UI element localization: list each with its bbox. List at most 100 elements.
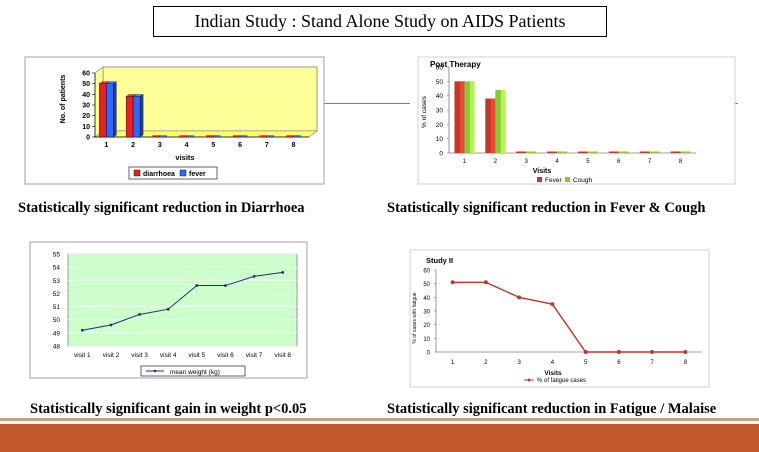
mean-weight-line-chart: 48 49 50 51 52 53 54 55 visit 1 visit 2 visit 3 vi…	[29, 241, 308, 379]
chart4-xtick-label: 5	[584, 360, 588, 366]
chart2-xtick-label: 6	[617, 159, 621, 165]
chart4-ylabel: % of cases with fatigue	[412, 292, 418, 343]
chart1-ytick-label: 30	[82, 103, 90, 110]
chart3-ytick-label: 51	[53, 304, 61, 311]
chart1-legend-swatch-fever	[179, 169, 187, 177]
chart1-legend-swatch-diarrhoea	[133, 169, 141, 177]
chart4-xtick-label: 8	[684, 360, 688, 366]
chart3-xtick-label: visit 5	[189, 352, 206, 359]
chart3-point-1	[80, 328, 84, 332]
chart3-point-2	[109, 323, 113, 327]
chart2-bar-cough-7	[649, 151, 660, 153]
fatigue-line-chart: Study II 0 10 20 30 40 50 60 1 2 3 4 5 6 7 8 % of cas…	[409, 249, 710, 388]
chart3-legend-box	[140, 365, 246, 377]
chart1-bar-diarrhoea-5	[206, 135, 214, 138]
chart4-ytick-label: 0	[427, 351, 431, 357]
chart2-bar-fever-2	[485, 98, 496, 153]
chart2-bar-fever-4	[547, 151, 558, 153]
chart1-ytick-label: 20	[82, 113, 90, 120]
chart1-bar-fever-4	[186, 135, 194, 138]
chart4-ytick-label: 50	[423, 282, 430, 288]
chart4-ytick-label: 20	[423, 323, 430, 329]
chart2-xtick-label: 2	[494, 159, 498, 165]
chart1-bar-diarrhoea-7	[259, 135, 267, 138]
chart4-xlabel: Visits	[544, 370, 562, 377]
chart2-xtick-label: 5	[586, 159, 590, 165]
chart4-ytick-label: 10	[423, 337, 430, 343]
chart1-ytick-label: 10	[82, 124, 90, 131]
chart4-xtick-label: 7	[650, 360, 654, 366]
chart1-bar-diarrhoea-3	[152, 135, 160, 138]
chart2-bar-cough-4	[557, 151, 568, 153]
chart3-xtick-label: visit 3	[131, 352, 148, 359]
chart2-bar-cough-3	[526, 151, 537, 153]
chart1-xtick-label: 4	[185, 142, 189, 149]
slide-title: Indian Study : Stand Alone Study on AIDS…	[153, 6, 607, 37]
chart2-bar-highlight-cough-2	[500, 89, 506, 153]
chart3-ytick-label: 52	[53, 291, 61, 298]
chart4-xtick-label: 3	[517, 360, 521, 366]
caption-weight: Statistically significant gain in weight…	[30, 401, 307, 417]
chart3-point-8	[281, 271, 285, 274]
chart1-ylabel: No. of patients	[60, 75, 67, 124]
chart2-bar-cough-1	[464, 81, 475, 153]
chart1-ytick-label: 60	[82, 71, 90, 78]
chart4-xtick-label: 1	[451, 360, 455, 366]
chart3-legend-label: mean weight (kg)	[170, 369, 220, 376]
chart2-legend-swatch-cough	[565, 177, 570, 182]
chart1-ytick-label: 0	[86, 135, 90, 142]
chart1-bar-diarrhoea-2	[125, 96, 134, 138]
chart2-bar-fever-1	[454, 81, 465, 153]
chart4-series-line	[452, 281, 686, 353]
chart1-legend-diarrhoea: diarrhoea	[143, 171, 175, 178]
chart4-legend-label: % of fatigue cases	[537, 378, 586, 384]
chart1-ytick-label: 40	[82, 92, 90, 99]
chart2-ylabel: % of cases	[421, 95, 428, 128]
chart1-bar-fever-3	[159, 135, 167, 138]
chart1-xtick-label: 3	[158, 142, 162, 149]
caption-fatigue: Statistically significant reduction in F…	[387, 401, 717, 417]
chart3-xtick-label: visit 4	[160, 352, 177, 359]
chart2-ytick-label: 40	[436, 93, 444, 100]
chart3-xtick-label: visit 1	[74, 352, 91, 359]
chart4-point-6	[616, 350, 621, 354]
chart2-xtick-label: 7	[648, 159, 652, 165]
caption-diarrhoea: Statistically significant reduction in D…	[18, 200, 305, 216]
chart1-legend-box	[128, 166, 218, 180]
chart2-bar-cough-5	[587, 151, 598, 153]
chart3-ytick-label: 53	[53, 278, 61, 285]
chart3-point-3	[138, 313, 141, 316]
chart2-xlabel: Visits	[533, 168, 552, 175]
chart4-legend-marker	[527, 378, 531, 382]
chart1-legend-fever: fever	[189, 171, 206, 178]
chart3-plot-area	[67, 253, 298, 347]
chart4-frame	[409, 249, 710, 388]
chart2-bar-cough-8	[680, 151, 691, 153]
chart1-bar-top-fever-2	[132, 94, 144, 97]
chart1-bar-fever-7	[266, 135, 274, 138]
chart3-ytick-label: 55	[53, 252, 61, 259]
chart2-ytick-label: 10	[436, 136, 444, 143]
chart3-legend-marker	[153, 369, 157, 373]
chart2-bar-highlight-fever-2	[490, 98, 496, 153]
chart4-point-7	[650, 350, 655, 354]
chart3-point-5	[195, 284, 199, 287]
chart3-ytick-label: 48	[53, 344, 61, 351]
chart1-bar-diarrhoea-6	[233, 135, 241, 138]
chart2-bar-fever-7	[639, 151, 650, 153]
chart1-xtick-label: 5	[211, 142, 215, 149]
chart2-bar-cough-6	[618, 151, 629, 153]
chart1-xtick-label: 6	[238, 142, 242, 149]
chart3-xtick-label: visit 2	[103, 352, 120, 359]
chart3-xtick-label: visit 6	[217, 352, 234, 359]
post-therapy-bar-chart: Post Therapy 0 10 20 30 40 50 60 1 2 3 4 5 6 7 8 % of…	[417, 56, 736, 185]
chart2-ytick-label: 50	[436, 79, 444, 86]
chart2-legend-swatch-fever	[537, 177, 542, 182]
chart4-xtick-label: 4	[551, 360, 555, 366]
chart4-xtick-label: 2	[484, 360, 488, 366]
chart2-bar-fever-8	[670, 151, 681, 153]
chart1-xtick-label: 7	[265, 142, 269, 149]
chart3-xtick-label: visit 7	[246, 352, 263, 359]
chart4-point-1	[450, 280, 455, 285]
chart2-ytick-label: 0	[439, 151, 443, 158]
